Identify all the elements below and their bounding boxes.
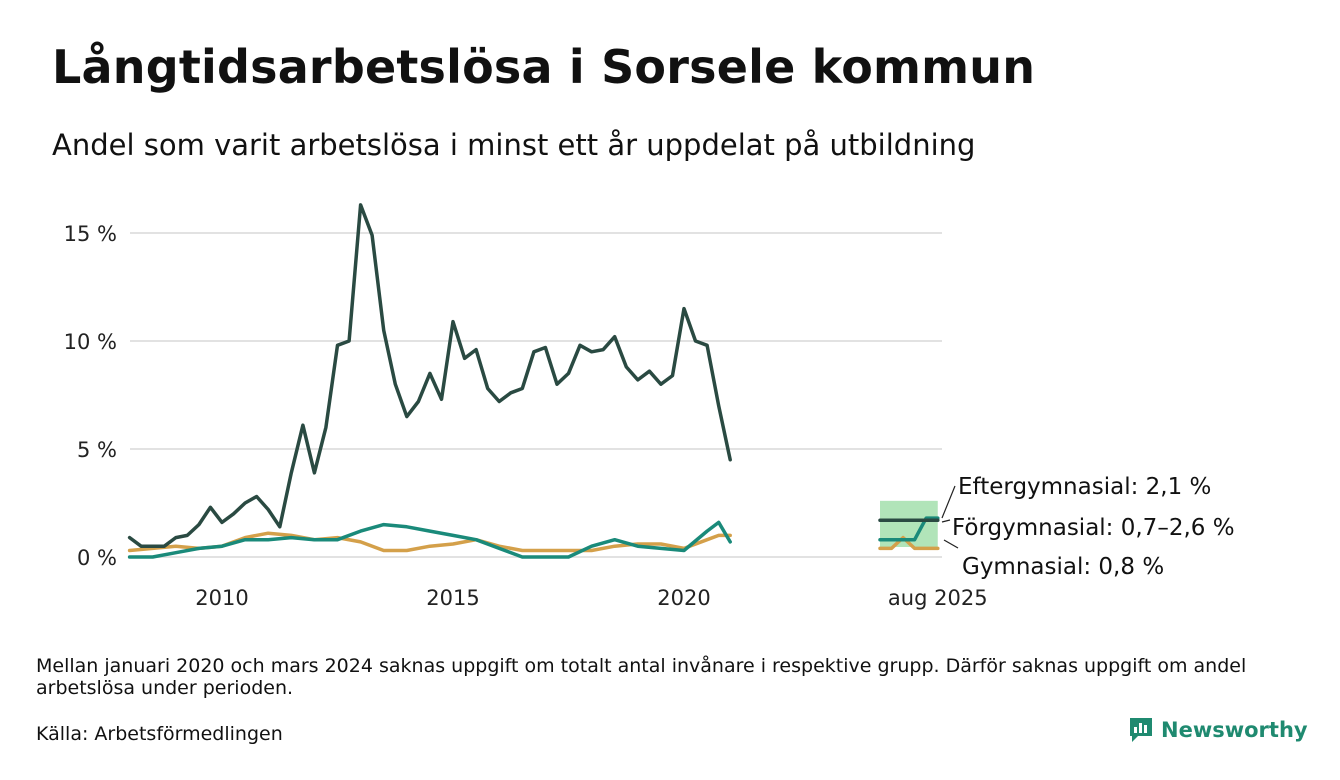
brand-logo[interactable]: Newsworthy [1128, 716, 1308, 744]
label-leader-line [943, 539, 959, 549]
series-line-gymnasial [878, 535, 940, 551]
label-leader-line [941, 485, 956, 519]
y-tick-label: 15 % [64, 222, 117, 246]
series-label-gymnasial: Gymnasial: 0,8 % [962, 554, 1164, 580]
series-labels: Eftergymnasial: 2,1 % Förgymnasial: 0,7–2… [941, 474, 1235, 580]
y-tick-label: 5 % [77, 438, 117, 462]
series-line-eftergymnasial [127, 203, 732, 548]
x-tick-label: 2020 [657, 586, 710, 610]
series-line-förgymnasial [127, 520, 732, 559]
series-lines [127, 203, 940, 559]
label-leader-line [941, 519, 951, 523]
series-label-eftergymnasial: Eftergymnasial: 2,1 % [958, 474, 1211, 500]
chart-subtitle: Andel som varit arbetslösa i minst ett å… [52, 128, 976, 162]
series-line-förgymnasial [878, 516, 940, 542]
source-credit: Källa: Arbetsförmedlingen [36, 723, 283, 745]
chart-title: Långtidsarbetslösa i Sorsele kommun [52, 40, 1036, 94]
series-label-förgymnasial: Förgymnasial: 0,7–2,6 % [952, 515, 1235, 541]
y-tick-label: 0 % [77, 546, 117, 570]
x-tick-label: aug 2025 [888, 586, 988, 610]
footnote: Mellan januari 2020 och mars 2024 saknas… [36, 655, 1247, 699]
line-chart: 0 % 5 % 10 % 15 % 2010 2015 2020 aug 2025 Efter… [64, 203, 1235, 610]
x-tick-label: 2010 [195, 586, 248, 610]
brand-name: Newsworthy [1161, 718, 1308, 742]
newsworthy-logo-icon [1130, 718, 1152, 742]
x-tick-label: 2015 [426, 586, 479, 610]
y-tick-label: 10 % [64, 330, 117, 354]
gridlines [130, 232, 942, 558]
axis-labels: 0 % 5 % 10 % 15 % 2010 2015 2020 aug 2025 [64, 222, 988, 610]
